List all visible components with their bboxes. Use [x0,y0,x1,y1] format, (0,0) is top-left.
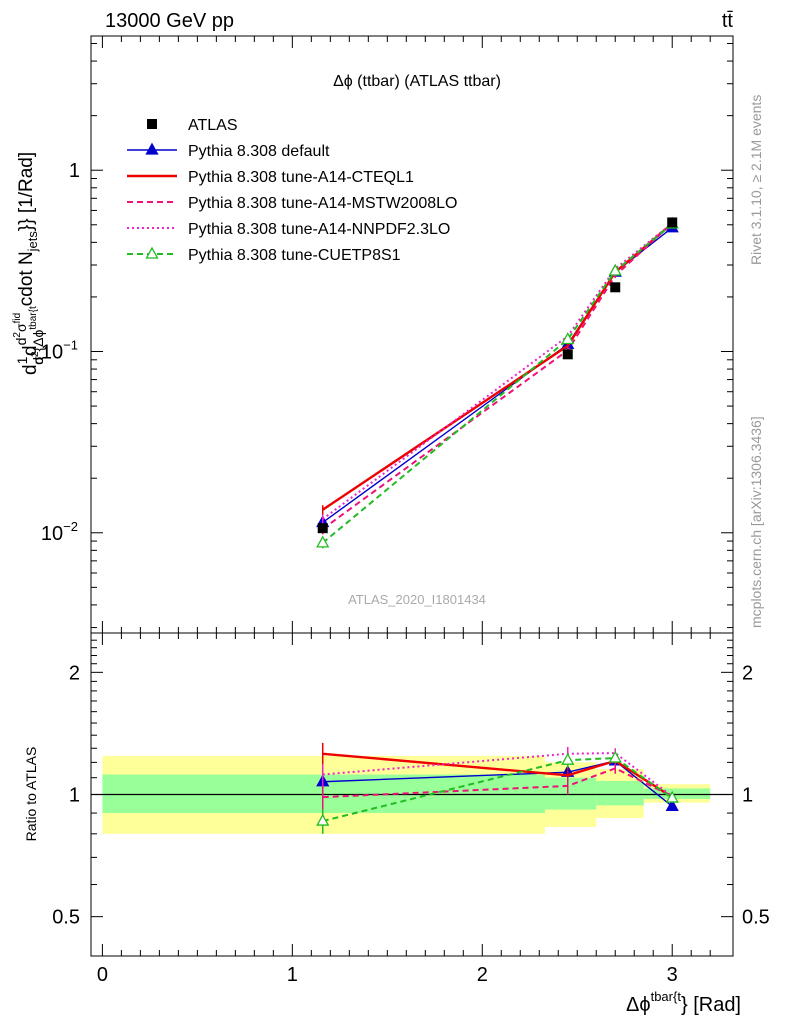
ratio-series-0-marker [665,798,679,811]
legend-label-4: Pythia 8.308 tune-CUETP8S1 [188,247,401,264]
main-series-0-line [322,227,673,524]
main-panel: 10−2 10−1 1 Δϕ (ttbar) (ATLAS ttbar) ATLAS… [41,35,734,634]
main-series-4-marker [561,332,575,345]
x-tick-label: 1 [287,964,298,986]
plot-title: Δϕ (ttbar) (ATLAS ttbar) [333,73,501,90]
main-y-axis-label: d1σdd2σfidd2{Δϕtbar{tcdot Njets}} [1/Rad… [12,152,46,375]
ratio-series-4-marker [665,790,679,803]
main-axes: 10−2 10−1 1 [41,36,733,633]
legend: ATLAS Pythia 8.308 default Pythia 8.308 tu… [127,117,457,264]
ratio-y-tick-label-left: 0.5 [52,907,80,929]
ratio-series-4-line [322,756,673,823]
header-collision-label: 13000 GeV pp [105,10,234,32]
ratio-y-tick-label-right: 1 [742,785,753,807]
analysis-watermark: ATLAS_2020_I1801434 [348,592,486,607]
uncertainty-band-green [544,777,597,810]
legend-label-0: Pythia 8.308 default [188,143,330,160]
y-tick-label: 10−2 [41,519,78,545]
atlas-data-point [562,349,573,360]
ratio-y-tick-label-right: 2 [742,662,753,684]
main-series-2-line [322,222,673,530]
main-series-4-marker [316,535,330,548]
ratio-y-axis-label: Ratio to ATLAS [23,747,39,842]
ratio-series-0-line [322,760,673,807]
atlas-data-point [667,217,678,228]
ratio-y-tick-label-left: 1 [69,785,80,807]
legend-marker-atlas [147,119,157,129]
ratio-y-tick-label-right: 0.5 [742,907,770,929]
x-axis-label: Δϕtbar{t} [Rad] [626,989,741,1016]
x-tick-label: 2 [477,964,488,986]
legend-label-1: Pythia 8.308 tune-A14-CTEQL1 [188,169,414,186]
ratio-panel: 0 1 2 3 0.5 0.5 1 1 2 2 [52,632,770,986]
legend-label-atlas: ATLAS [188,117,238,134]
ratio-series-4-marker [561,752,575,765]
legend-label-2: Pythia 8.308 tune-A14-MSTW2008LO [188,195,457,212]
svg-text:d1σdd2σfidd2{Δϕtbar{tcdot Njet: d1σdd2σfidd2{Δϕtbar{tcdot Njets}} [1/Rad… [12,152,46,375]
ratio-series-2-line [322,767,673,799]
legend-marker-0 [145,142,159,155]
ratio-y-tick-label-left: 2 [69,662,80,684]
legend-label-3: Pythia 8.308 tune-A14-NNPDF2.3LO [188,221,450,238]
atlas-data-point [317,523,328,534]
x-tick-label: 0 [97,964,108,986]
y-tick-label: 10−1 [41,337,78,363]
main-series-4-marker [608,263,622,276]
rivet-version-label: Rivet 3.1.10, ≥ 2.1M events [748,95,764,265]
ratio-series-4-marker [608,750,622,763]
main-series-1-line [322,222,673,511]
main-series-3-line [322,222,673,520]
header-process-label: tt̄ [722,10,734,32]
main-series-4-line [322,223,673,544]
main-plot-area [316,216,679,549]
ratio-plot-area [91,742,733,834]
y-tick-label: 1 [69,160,80,182]
ratio-series-4-marker [316,813,330,826]
atlas-data-point [610,282,621,293]
ratio-axes: 0 1 2 3 0.5 0.5 1 1 2 2 [52,632,770,986]
mcplots-credit-label: mcplots.cern.ch [arXiv:1306.3436] [748,416,764,628]
uncertainty-band-green [596,780,644,806]
uncertainty-band-green [643,788,711,799]
x-tick-label: 3 [667,964,678,986]
legend-marker-4 [145,246,159,259]
